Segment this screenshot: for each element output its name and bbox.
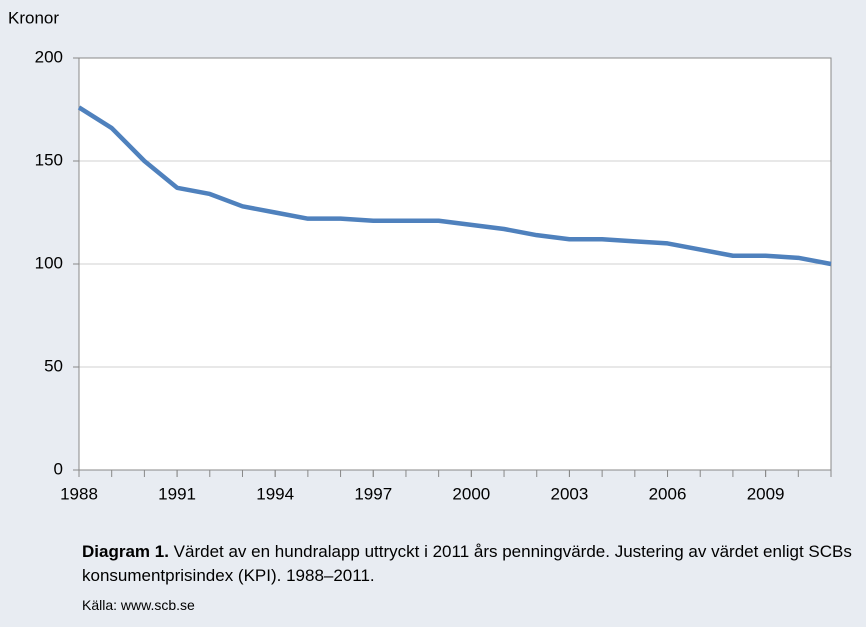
x-tick-label: 2000 xyxy=(452,484,490,503)
y-tick-label: 150 xyxy=(35,150,63,169)
y-tick-label: 200 xyxy=(35,47,63,66)
x-tick-label: 1988 xyxy=(60,484,98,503)
caption-label: Diagram 1. xyxy=(82,542,169,561)
x-tick-label: 1997 xyxy=(354,484,392,503)
x-tick-label: 2003 xyxy=(551,484,589,503)
y-tick-label: 100 xyxy=(35,253,63,272)
y-tick-label: 0 xyxy=(54,459,63,478)
caption-text: Värdet av en hundralapp uttryckt i 2011 … xyxy=(82,542,852,585)
y-axis-label: Kronor xyxy=(8,8,59,27)
series-line xyxy=(77,105,832,267)
y-tick-label: 50 xyxy=(44,356,63,375)
caption: Diagram 1. Värdet av en hundralapp uttry… xyxy=(82,540,852,588)
x-tick-label: 2009 xyxy=(747,484,785,503)
x-tick-label: 1994 xyxy=(256,484,294,503)
source: Källa: www.scb.se xyxy=(82,597,195,613)
x-tick-label: 1991 xyxy=(158,484,196,503)
x-tick-label: 2006 xyxy=(649,484,687,503)
